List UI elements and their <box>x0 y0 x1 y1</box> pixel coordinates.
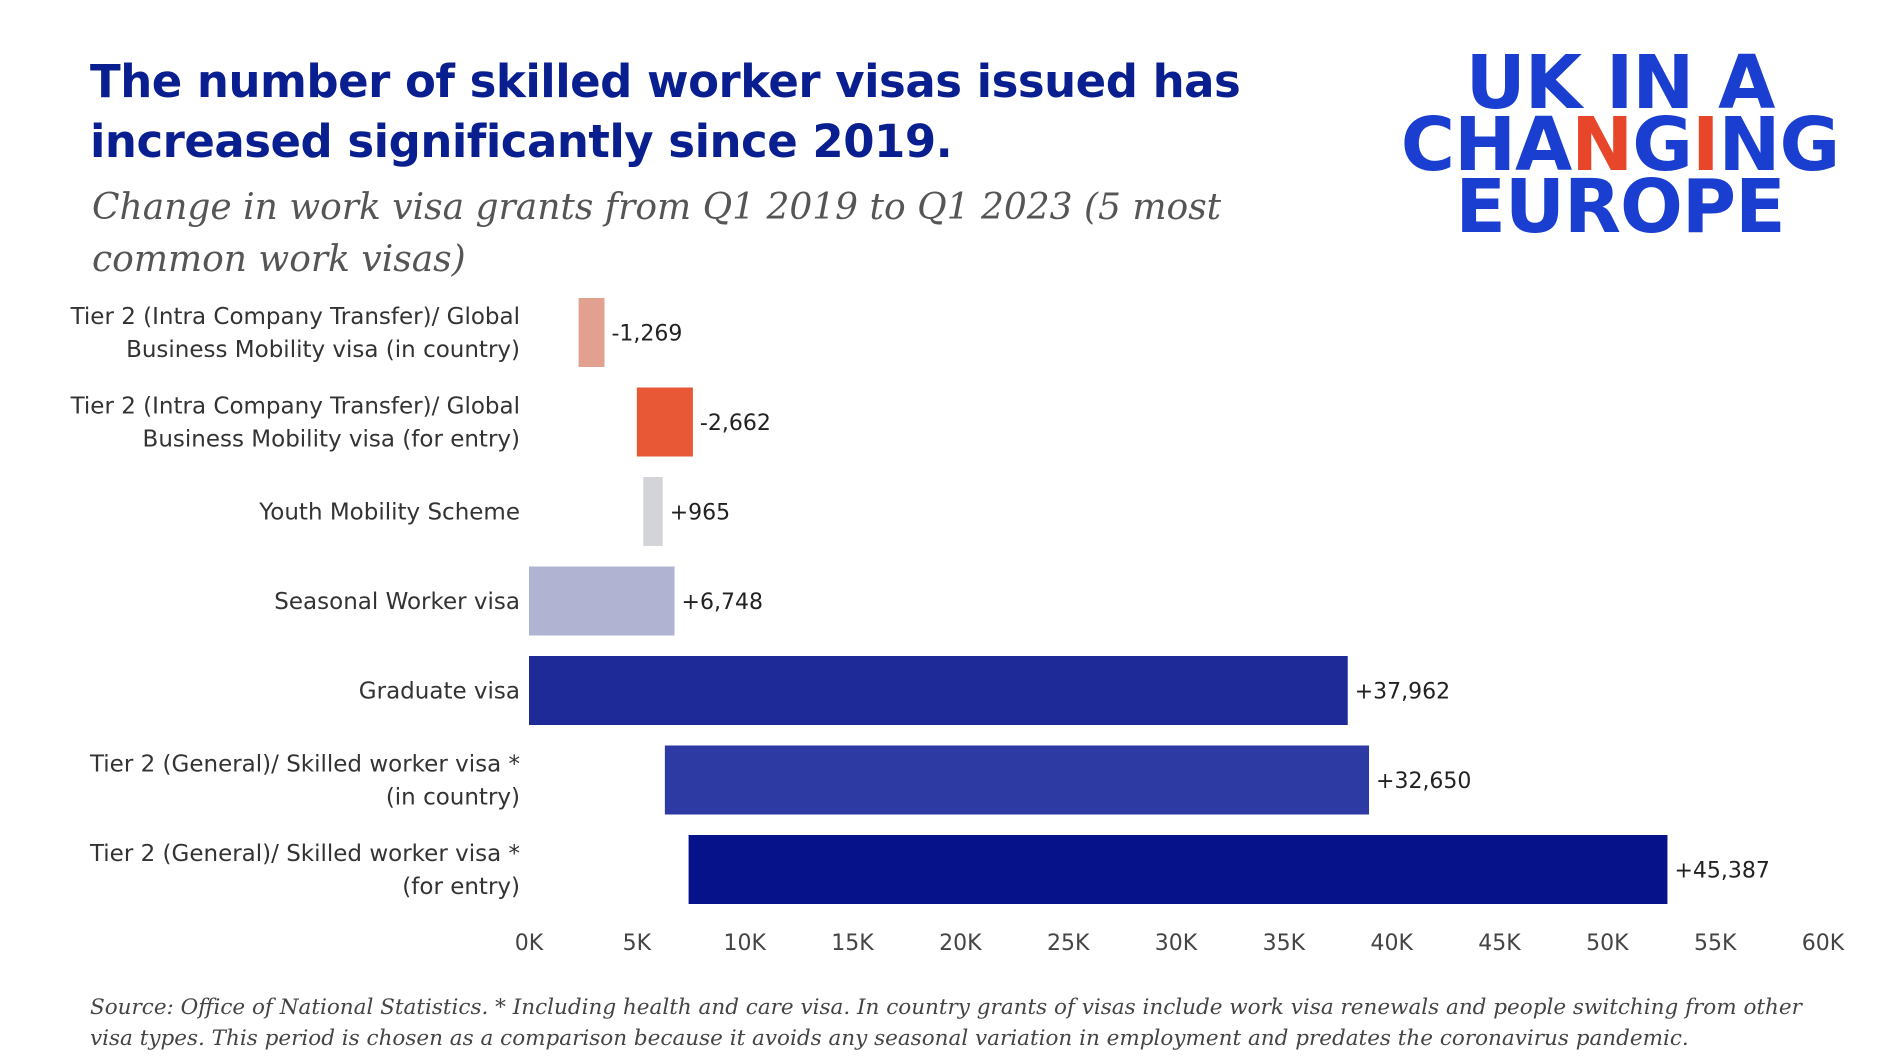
data-label-6: +32,650 <box>1376 769 1471 794</box>
x-tick-label-30k: 30K <box>1155 931 1198 956</box>
x-tick-label-10k: 10K <box>723 931 766 956</box>
category-label-5-line-1: Graduate visa <box>359 679 520 705</box>
bar-5 <box>529 656 1348 725</box>
x-tick-label-35k: 35K <box>1263 931 1306 956</box>
data-label-7: +45,387 <box>1674 859 1769 884</box>
logo-line-2: CHANGING <box>1400 108 1840 182</box>
category-label-6-line-2: (in country) <box>386 785 520 811</box>
x-tick-label-0k: 0K <box>515 931 544 956</box>
category-label-4-line-1: Seasonal Worker visa <box>274 589 520 615</box>
chart-subtitle: Change in work visa grants from Q1 2019 … <box>92 187 1222 280</box>
logo-line-3: EUROPE <box>1455 164 1785 250</box>
category-label-2-line-1: Tier 2 (Intra Company Transfer)/ Global <box>70 394 520 420</box>
uk-in-a-changing-europe-logo: UK IN A CHANGING EUROPE <box>1400 40 1840 250</box>
x-tick-label-55k: 55K <box>1694 931 1737 956</box>
category-label-1-line-2: Business Mobility visa (in country) <box>126 337 520 363</box>
logo-line-2-accent-i: I <box>1691 102 1720 188</box>
category-label-1-line-1: Tier 2 (Intra Company Transfer)/ Global <box>70 304 520 330</box>
logo-line-2-part-c: NG <box>1718 102 1841 188</box>
x-tick-label-50k: 50K <box>1586 931 1629 956</box>
source-note: Source: Office of National Statistics. *… <box>90 995 1802 1051</box>
bar-4 <box>529 566 675 636</box>
x-tick-label-40k: 40K <box>1370 931 1413 956</box>
x-tick-label-25k: 25K <box>1047 931 1090 956</box>
bar-7 <box>688 835 1668 904</box>
x-tick-label-60k: 60K <box>1802 931 1845 956</box>
data-label-2: -2,662 <box>700 411 771 436</box>
x-tick-label-20k: 20K <box>939 931 982 956</box>
bar-2 <box>636 387 693 457</box>
data-label-3: +965 <box>670 501 730 526</box>
data-label-4: +6,748 <box>682 590 763 615</box>
x-tick-label-5k: 5K <box>623 931 652 956</box>
logo-line-1: UK IN A <box>1465 40 1776 126</box>
category-label-3-line-1: Youth Mobility Scheme <box>258 500 520 526</box>
bar-1 <box>578 298 605 367</box>
category-label-7-line-2: (for entry) <box>402 874 520 900</box>
category-label-6-line-1: Tier 2 (General)/ Skilled worker visa * <box>89 752 520 778</box>
bar-6 <box>664 745 1370 815</box>
category-label-2-line-2: Business Mobility visa (for entry) <box>143 427 520 453</box>
data-label-5: +37,962 <box>1355 680 1450 705</box>
chart-title: The number of skilled worker visas issue… <box>90 55 1241 168</box>
category-label-7-line-1: Tier 2 (General)/ Skilled worker visa * <box>89 841 520 867</box>
logo-line-2-part-b: G <box>1632 102 1693 188</box>
waterfall-chart: -1,269 Tier 2 (Intra Company Transfer)/ G… <box>70 298 1845 956</box>
data-label-1: -1,269 <box>611 322 682 347</box>
x-tick-label-45k: 45K <box>1478 931 1521 956</box>
logo-line-2-part-a: CHA <box>1400 102 1573 188</box>
bar-3 <box>643 477 663 546</box>
logo-line-2-accent-n: N <box>1571 102 1633 188</box>
x-tick-label-15k: 15K <box>831 931 874 956</box>
